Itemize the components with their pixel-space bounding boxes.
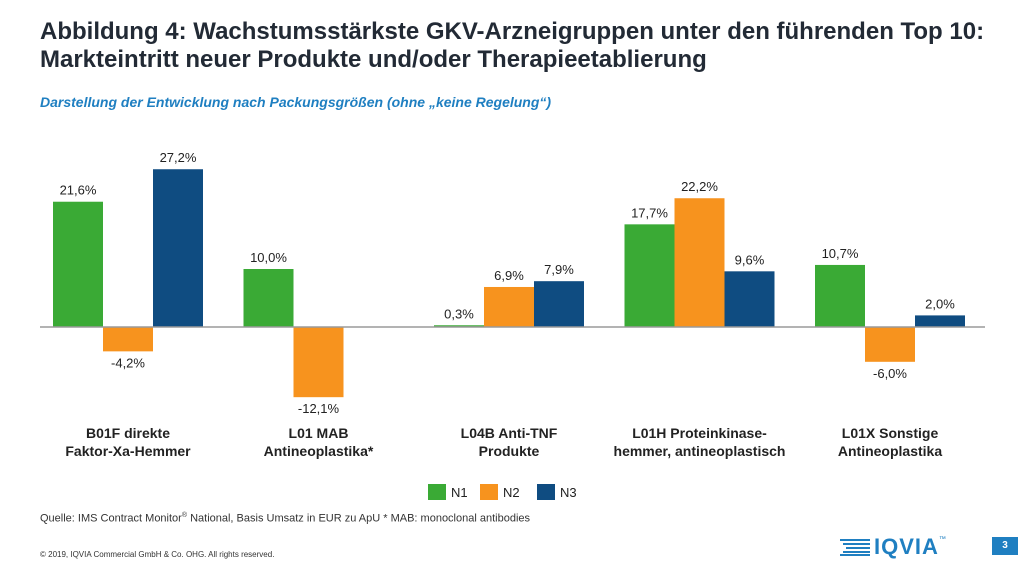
bar-n1-4	[815, 264, 865, 327]
bar-chart: 21,6% -4,2% 27,2% B01F direkte Faktor-Xa-Hem…	[40, 150, 985, 500]
data-label-n3-4: 2,0%	[925, 296, 955, 311]
bar-n2-0	[103, 327, 153, 352]
category-label-4-0: L01X Sonstige	[842, 425, 939, 441]
bar-n2-3	[674, 198, 725, 327]
data-label-n2-3: 22,2%	[681, 179, 718, 194]
bar-n2-2	[484, 286, 534, 327]
bar-n3-3	[724, 271, 775, 327]
data-label-n1-2: 0,3%	[444, 306, 474, 321]
source-note: Quelle: IMS Contract Monitor® National, …	[40, 512, 530, 525]
data-label-n1-4: 10,7%	[822, 246, 859, 261]
page-number: 3	[992, 537, 1018, 555]
data-label-n3-0: 27,2%	[160, 150, 197, 165]
logo-text: IQVIA	[874, 534, 939, 559]
logo-stripes-icon	[840, 539, 870, 556]
category-label-1-1: Antineoplastika*	[264, 443, 374, 459]
iqvia-logo: IQVIA ™	[840, 536, 946, 558]
legend-swatch-n1	[428, 484, 446, 500]
category-label-4-1: Antineoplastika	[838, 443, 942, 459]
legend-swatch-n2	[480, 484, 498, 500]
category-label-3-1: hemmer, antineoplastisch	[614, 443, 786, 459]
source-suffix: National, Basis Umsatz in EUR zu ApU * M…	[187, 512, 531, 525]
bar-n1-1	[243, 269, 294, 327]
bar-n1-0	[53, 201, 103, 327]
registered-mark: ®	[181, 512, 188, 519]
data-label-n1-0: 21,6%	[60, 183, 97, 198]
data-label-n3-2: 7,9%	[544, 262, 574, 277]
category-label-0-1: Faktor-Xa-Hemmer	[65, 443, 191, 459]
category-label-2-1: Produkte	[479, 443, 540, 459]
legend-label-n3: N3	[560, 485, 577, 500]
legend-swatch-n3	[537, 484, 555, 500]
source-prefix: Quelle: IMS Contract Monitor	[40, 512, 182, 525]
category-label-1-0: L01 MAB	[289, 425, 349, 441]
chart-subtitle: Darstellung der Entwicklung nach Packung…	[40, 94, 552, 110]
category-label-3-0: L01H Proteinkinase-	[632, 425, 767, 441]
logo-trademark: ™	[938, 536, 946, 543]
legend-label-n1: N1	[451, 485, 468, 500]
data-label-n1-1: 10,0%	[250, 250, 287, 265]
data-label-n1-3: 17,7%	[631, 205, 668, 220]
bar-n1-3	[624, 224, 675, 327]
category-label-0-0: B01F direkte	[86, 425, 170, 441]
bar-n2-1	[293, 327, 344, 398]
bar-n3-4	[915, 315, 965, 327]
data-label-n2-1: -12,1%	[298, 401, 340, 416]
bar-n1-2	[434, 325, 484, 327]
legend-label-n2: N2	[503, 485, 520, 500]
page-title: Abbildung 4: Wachstumsstärkste GKV-Arzne…	[40, 18, 985, 73]
data-label-n2-0: -4,2%	[111, 355, 145, 370]
data-label-n3-3: 9,6%	[735, 252, 765, 267]
bar-n2-4	[865, 327, 915, 362]
bar-n3-2	[534, 281, 584, 327]
data-label-n2-4: -6,0%	[873, 366, 907, 381]
data-label-n2-2: 6,9%	[494, 268, 524, 283]
bar-n3-0	[153, 169, 203, 327]
category-label-2-0: L04B Anti-TNF	[461, 425, 558, 441]
copyright-text: © 2019, IQVIA Commercial GmbH & Co. OHG.…	[40, 550, 275, 559]
